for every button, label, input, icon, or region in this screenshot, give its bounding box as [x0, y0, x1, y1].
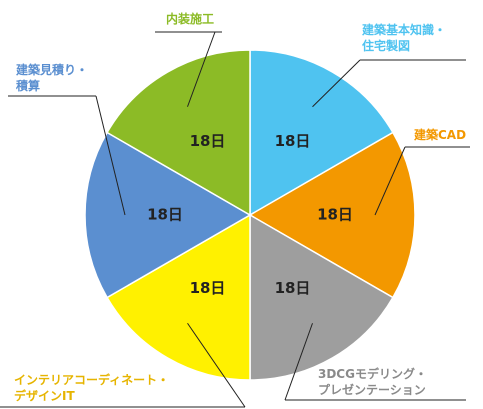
- value-label: 18日: [275, 279, 311, 297]
- value-label: 18日: [190, 279, 226, 297]
- pie-slice: [106, 49, 251, 217]
- value-label: 18日: [147, 206, 183, 224]
- category-label: インテリアコーディネート・ デザインIT: [14, 373, 170, 403]
- pie-slice: [106, 213, 251, 381]
- category-label: 建築見積り・ 積算: [16, 63, 89, 93]
- pie-slice: [249, 213, 394, 381]
- value-label: 18日: [317, 206, 353, 224]
- pie-slice: [249, 49, 394, 217]
- pie-slice: [84, 131, 252, 299]
- leader-line: [312, 59, 361, 108]
- category-label: 建築基本知識・ 住宅製図: [362, 23, 447, 53]
- category-label: 内装施工: [166, 12, 215, 26]
- value-label: 18日: [190, 132, 226, 150]
- leader-line: [187, 31, 216, 107]
- category-label: 建築CAD: [414, 128, 467, 142]
- value-label: 18日: [275, 132, 311, 150]
- pie-slice: [248, 131, 416, 299]
- leader-line: [374, 146, 406, 216]
- leader-line: [284, 323, 313, 401]
- category-label: 3DCGモデリング・ プレゼンテーション: [318, 367, 427, 397]
- leader-line: [187, 322, 246, 408]
- leader-line: [95, 95, 126, 216]
